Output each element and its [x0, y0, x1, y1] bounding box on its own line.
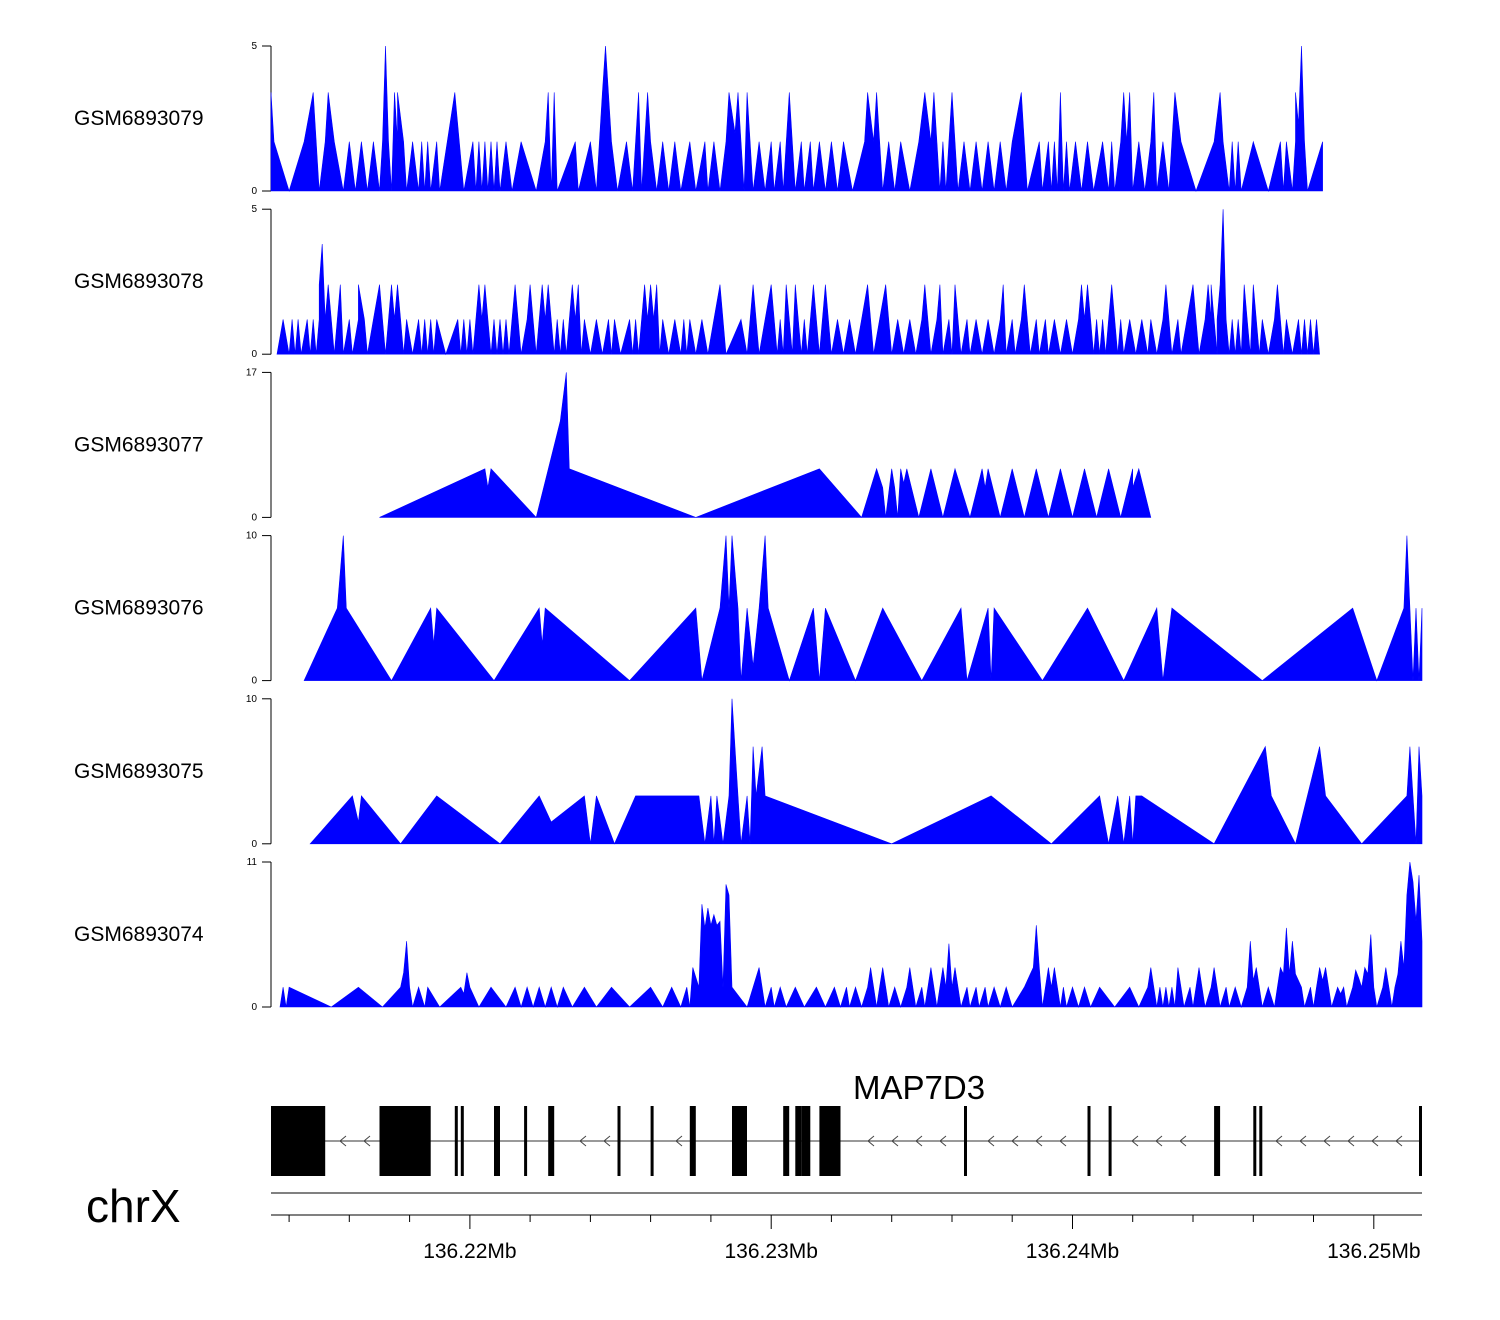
y-tick-label-zero: 0 [251, 186, 257, 197]
track-label: GSM6893078 [74, 270, 204, 293]
exon-10 [689, 1106, 696, 1176]
track-label: GSM6893079 [74, 107, 204, 130]
strand-arrows [339, 1135, 1403, 1147]
exon-14 [795, 1106, 802, 1176]
exon-8 [617, 1106, 621, 1176]
strand-arrow [867, 1135, 875, 1147]
track-label: GSM6893076 [74, 597, 204, 620]
exon-1 [271, 1106, 326, 1176]
y-tick-label-zero: 0 [251, 512, 257, 523]
strand-arrow [915, 1135, 923, 1147]
strand-arrow [363, 1135, 371, 1147]
exon-5 [494, 1106, 500, 1176]
track-GSM6893074: 11 0 GSM6893074 [74, 857, 1423, 1013]
strand-arrow [1323, 1135, 1331, 1147]
exon-22 [1259, 1106, 1263, 1176]
exon-16 [819, 1106, 841, 1176]
coverage-area [279, 861, 1423, 1009]
axis-tick-label: 136.24Mb [1026, 1240, 1119, 1263]
exon-13 [783, 1106, 790, 1176]
strand-arrow [339, 1135, 347, 1147]
y-tick-label-max: 5 [251, 41, 257, 52]
strand-arrow [1179, 1135, 1187, 1147]
exon-18 [1087, 1106, 1091, 1176]
coverage-area [309, 698, 1423, 845]
exon-20 [1214, 1106, 1221, 1176]
y-tick-label-zero: 0 [251, 676, 257, 687]
y-tick-label-max: 5 [251, 204, 257, 215]
exon-11 [732, 1106, 738, 1176]
exon-4 [460, 1106, 464, 1176]
y-tick-label-zero: 0 [251, 1002, 257, 1013]
axis-tick-label: 136.23Mb [724, 1240, 817, 1263]
y-tick-label-max: 11 [247, 857, 258, 868]
exon-21 [1253, 1106, 1257, 1176]
y-tick-label-max: 10 [246, 694, 258, 705]
y-tick-label-zero: 0 [251, 349, 257, 360]
exon-9 [650, 1106, 654, 1176]
exon-6 [524, 1106, 528, 1176]
gene-exons [271, 1106, 1422, 1176]
y-tick-label-max: 10 [246, 531, 258, 542]
exon-7 [548, 1106, 555, 1176]
strand-arrow [987, 1135, 995, 1147]
track-GSM6893075: 10 0 GSM6893075 [74, 694, 1423, 850]
track-GSM6893079: 5 0 GSM6893079 [74, 41, 1323, 197]
track-label: GSM6893074 [74, 923, 204, 946]
track-label: GSM6893075 [74, 760, 204, 783]
track-GSM6893076: 10 0 GSM6893076 [74, 531, 1423, 687]
strand-arrow [1299, 1135, 1307, 1147]
track-GSM6893077: 17 0 GSM6893077 [74, 367, 1152, 523]
strand-arrow [1131, 1135, 1139, 1147]
gene-track: MAP7D3 [271, 1069, 1422, 1176]
axis-tick-label: 136.25Mb [1327, 1240, 1420, 1263]
strand-arrow [939, 1135, 947, 1147]
chromosome-label: chrX [86, 1180, 181, 1232]
strand-arrow [1275, 1135, 1283, 1147]
track-GSM6893078: 5 0 GSM6893078 [74, 204, 1320, 360]
track-label: GSM6893077 [74, 433, 204, 456]
coverage-area [270, 45, 1323, 193]
coverage-area [379, 372, 1152, 519]
exon-17 [964, 1106, 967, 1176]
exon-12 [738, 1106, 747, 1176]
strand-arrow [1155, 1135, 1163, 1147]
y-tick-label-max: 17 [246, 367, 258, 378]
coverage-tracks: 5 0 GSM6893079 5 0 GSM6893078 17 0 GSM6893077 10 0… [74, 41, 1423, 1013]
strand-arrow [1011, 1135, 1019, 1147]
strand-arrow [1347, 1135, 1355, 1147]
y-tick-label-zero: 0 [251, 839, 257, 850]
strand-arrow [579, 1135, 587, 1147]
strand-arrow [1371, 1135, 1379, 1147]
coverage-area [276, 209, 1320, 356]
strand-arrow [675, 1135, 683, 1147]
axis-ticks: 136.22Mb 136.23Mb 136.24Mb 136.25Mb [288, 1215, 1421, 1263]
strand-arrow [1059, 1135, 1067, 1147]
exon-2 [379, 1106, 431, 1176]
strand-arrow [603, 1135, 611, 1147]
axis-tick-label: 136.22Mb [423, 1240, 516, 1263]
strand-arrow [1035, 1135, 1043, 1147]
gene-name-label: MAP7D3 [853, 1069, 985, 1106]
strand-arrow [891, 1135, 899, 1147]
genome-axis: 136.22Mb 136.23Mb 136.24Mb 136.25Mb chrX [86, 1180, 1422, 1263]
strand-arrow [1395, 1135, 1403, 1147]
exon-15 [801, 1106, 811, 1176]
exon-3 [454, 1106, 458, 1176]
coverage-area [303, 535, 1423, 682]
exon-19 [1108, 1106, 1112, 1176]
exon-23 [1419, 1106, 1422, 1176]
